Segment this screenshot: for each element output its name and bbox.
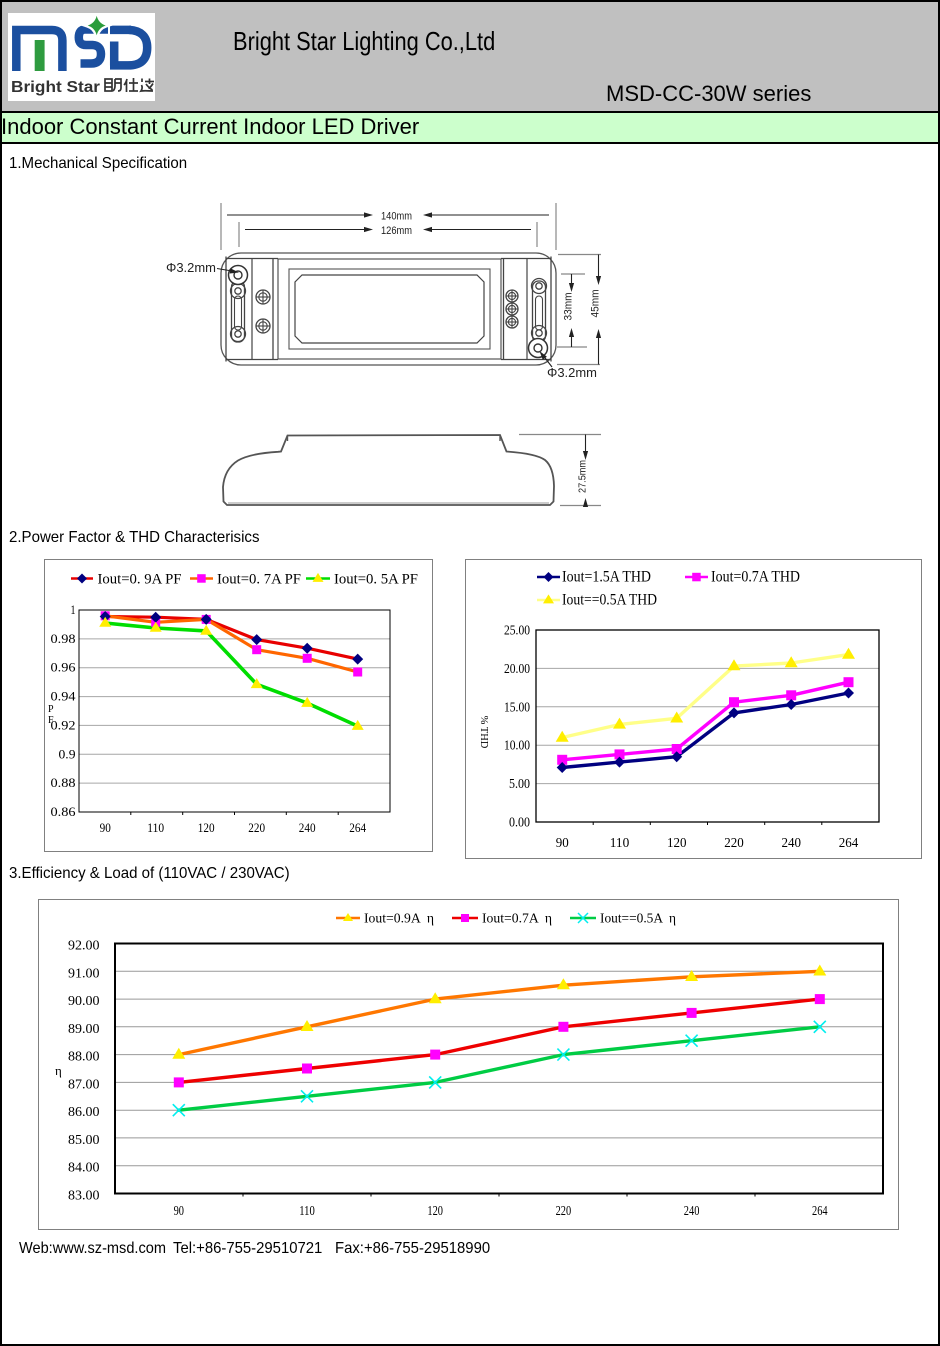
- svg-text:Φ3.2mm: Φ3.2mm: [547, 366, 597, 380]
- svg-text:126mm: 126mm: [381, 225, 412, 237]
- svg-text:Bright Star: Bright Star: [11, 79, 100, 96]
- svg-text:27.5mm: 27.5mm: [577, 460, 589, 493]
- svg-text:33mm: 33mm: [563, 293, 575, 321]
- svg-text:Φ3.2mm: Φ3.2mm: [166, 261, 216, 275]
- svg-text:140mm: 140mm: [381, 211, 412, 223]
- svg-text:45mm: 45mm: [590, 290, 602, 318]
